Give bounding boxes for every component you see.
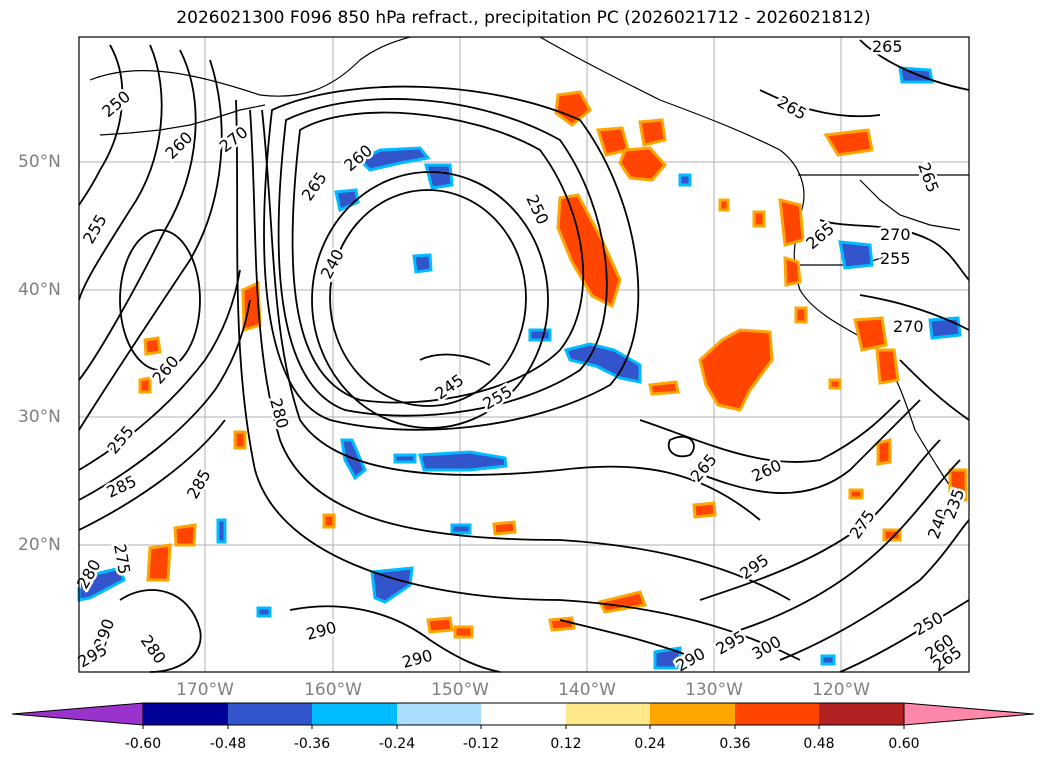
lon-label-160w: 160°W <box>304 680 362 700</box>
map-title: 2026021300 F096 850 hPa refract., precip… <box>176 8 871 28</box>
contour-label: 270 <box>893 317 924 336</box>
map-plot-area <box>79 37 969 672</box>
contour-label: 270 <box>880 225 911 244</box>
colorbar-tick-label: -0.36 <box>293 736 331 752</box>
lon-label-140w: 140°W <box>558 680 616 700</box>
colorbar-outline <box>142 702 905 726</box>
contour-label: 265 <box>872 37 903 56</box>
colorbar-bin <box>228 703 312 725</box>
colorbar-bin <box>735 703 819 725</box>
colorbar-tick-label: 0.48 <box>803 736 835 752</box>
colorbar-bin <box>566 703 650 725</box>
lon-label-170w: 170°W <box>176 680 234 700</box>
colorbar-extend-low <box>11 702 144 726</box>
colorbar-extend-high <box>903 702 1035 726</box>
colorbar-tick-label: -0.24 <box>378 736 416 752</box>
colorbar <box>11 702 1035 729</box>
contour-label: 255 <box>880 249 911 268</box>
colorbar-bin <box>143 703 228 725</box>
colorbar-tick-label: -0.48 <box>209 736 247 752</box>
coastlines <box>89 36 969 501</box>
lat-label-50n: 50°N <box>18 152 61 172</box>
colorbar-tick-label: -0.12 <box>462 736 500 752</box>
lat-label-20n: 20°N <box>18 535 61 555</box>
lat-label-30n: 30°N <box>18 407 61 427</box>
colorbar-bin <box>650 703 735 725</box>
lon-label-150w: 150°W <box>431 680 489 700</box>
map-frame <box>78 36 970 673</box>
precip-positive-areas <box>138 90 968 639</box>
colorbar-tick-label: 0.36 <box>719 736 751 752</box>
colorbar-bin <box>397 703 481 725</box>
lat-label-40n: 40°N <box>18 280 61 300</box>
colorbar-tick-label: -0.60 <box>124 736 162 752</box>
colorbar-bin <box>481 703 566 725</box>
colorbar-bin <box>312 703 397 725</box>
colorbar-tick-label: 0.60 <box>888 736 920 752</box>
lon-label-120w: 120°W <box>812 680 870 700</box>
colorbar-bin <box>819 703 904 725</box>
colorbar-tick-label: 0.24 <box>634 736 666 752</box>
colorbar-tick-label: 0.12 <box>550 736 582 752</box>
lon-label-130w: 130°W <box>685 680 743 700</box>
refractivity-contours <box>78 39 970 673</box>
